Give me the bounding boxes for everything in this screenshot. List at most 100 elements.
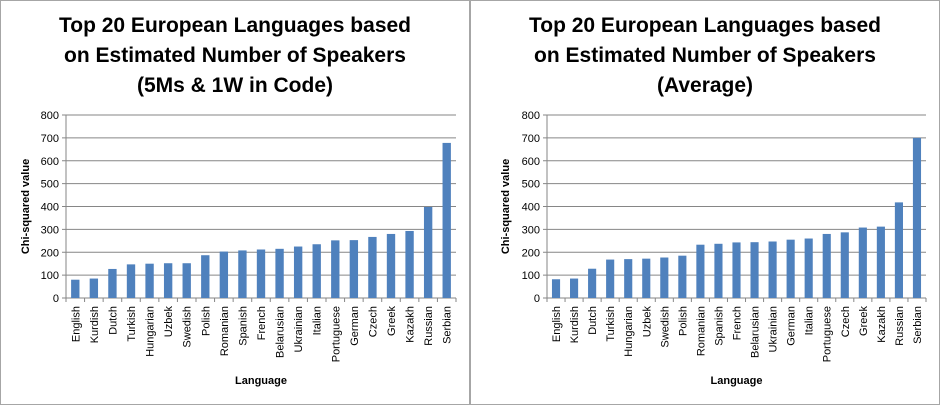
bar — [182, 263, 191, 298]
chart-title: Top 20 European Languages based on Estim… — [471, 11, 939, 101]
bar — [256, 249, 266, 298]
x-tick-label: English — [551, 306, 563, 342]
bar — [331, 240, 340, 298]
x-tick-label: Kazakh — [876, 306, 888, 343]
x-tick-label: Romanian — [219, 306, 231, 356]
bar — [678, 255, 687, 298]
x-tick-label: Czech — [840, 306, 852, 337]
y-tick-label: 700 — [41, 133, 59, 145]
x-axis-title: Language — [235, 375, 287, 387]
x-tick-label: Romanian — [695, 306, 707, 356]
bar — [442, 142, 451, 298]
x-tick-label: Dutch — [107, 306, 119, 335]
x-tick-label: French — [732, 306, 744, 340]
bar — [293, 246, 303, 298]
bar — [588, 268, 597, 298]
bar-chart-right: 0 100 200 300 400 500 600 700 800 English Kurdish D… — [500, 110, 927, 387]
bar — [714, 243, 723, 298]
chart-title-line-1: Top 20 European Languages based — [58, 14, 412, 37]
y-tick-label: 400 — [522, 202, 540, 214]
y-tick-label: 700 — [522, 133, 540, 145]
bar — [696, 244, 705, 298]
y-tick-label: 0 — [534, 293, 540, 305]
bar — [858, 227, 867, 298]
bar — [275, 248, 284, 298]
x-tick-label: Swedish — [182, 306, 194, 348]
chart-title-line-3: (5Ms & 1W in Code) — [136, 74, 333, 97]
y-tick-label: 100 — [41, 270, 59, 282]
bar — [624, 259, 633, 298]
bar — [108, 268, 117, 298]
x-tick-label: Polish — [677, 306, 689, 336]
y-tick-label: 600 — [41, 156, 59, 168]
bar-chart-left: 0 100 200 300 400 500 600 700 800 English Kurdish D… — [20, 110, 457, 387]
bar — [238, 250, 247, 298]
y-axis-title: Chi-squared value — [20, 159, 32, 254]
y-axis-title: Chi-squared value — [500, 159, 512, 254]
y-tick-label: 800 — [41, 110, 59, 122]
x-axis-title: Language — [711, 375, 763, 387]
bar — [822, 233, 831, 298]
bar — [642, 258, 651, 298]
y-tick-label: 200 — [41, 247, 59, 259]
bar — [312, 244, 321, 298]
x-tick-label: Russian — [423, 306, 435, 346]
chart-title-line-2: on Estimated Number of Speakers — [64, 44, 406, 67]
x-tick-label: Serbian — [912, 306, 924, 344]
chart-title: Top 20 European Languages based on Estim… — [1, 11, 469, 101]
x-tick-label: Kazakh — [405, 306, 417, 343]
x-tick-label: Belarusian — [275, 306, 287, 358]
chart-title-line-1: Top 20 European Languages based — [528, 14, 882, 37]
chart-title-line-2: on Estimated Number of Speakers — [534, 44, 876, 67]
bar — [423, 206, 433, 298]
bar — [876, 226, 885, 298]
bar — [606, 259, 615, 298]
y-tick-label: 600 — [522, 156, 540, 168]
bar — [551, 279, 561, 298]
x-tick-label: Kurdish — [89, 306, 101, 343]
bar — [768, 241, 777, 298]
bar — [89, 278, 99, 298]
x-tick-label: Russian — [894, 306, 906, 346]
x-tick-label: Hungarian — [145, 306, 157, 357]
x-tick-label: Spanish — [237, 306, 249, 346]
bar — [786, 239, 795, 298]
bar — [840, 232, 849, 298]
x-tick-label: Belarusian — [750, 306, 762, 358]
x-tick-label: German — [786, 306, 798, 346]
x-tick-label: Hungarian — [623, 306, 635, 357]
bar — [201, 255, 210, 298]
x-tick-label: Swedish — [659, 306, 671, 348]
bar — [570, 278, 579, 298]
x-tick-label: French — [256, 306, 268, 340]
bar — [660, 257, 669, 298]
y-tick-label: 400 — [41, 202, 59, 214]
x-tick-label: Ukrainian — [293, 306, 305, 352]
bar — [163, 263, 173, 298]
bar — [912, 137, 922, 298]
x-tick-label: Czech — [367, 306, 379, 337]
bar — [145, 263, 154, 298]
x-tick-label: Dutch — [587, 306, 599, 335]
x-tick-label: Italian — [312, 306, 324, 335]
bar — [368, 236, 377, 298]
y-tick-label: 200 — [522, 247, 540, 259]
chart-panel-left: Top 20 European Languages based on Estim… — [0, 0, 470, 405]
y-tick-label: 300 — [522, 224, 540, 236]
x-tick-label: English — [70, 306, 82, 342]
y-tick-label: 800 — [522, 110, 540, 122]
bar — [386, 233, 396, 298]
x-tick-label: Kurdish — [569, 306, 581, 343]
bar — [349, 240, 359, 298]
bar — [71, 279, 80, 298]
x-tick-label: Greek — [858, 306, 870, 336]
y-tick-label: 500 — [522, 179, 540, 191]
x-tick-label: Turkish — [605, 306, 617, 342]
y-tick-label: 100 — [522, 270, 540, 282]
bar — [732, 242, 741, 298]
bar — [219, 251, 229, 298]
chart-panel-right: Top 20 European Languages based on Estim… — [470, 0, 940, 405]
x-tick-label: Ukrainian — [768, 306, 780, 352]
y-tick-label: 300 — [41, 224, 59, 236]
x-tick-label: Italian — [804, 306, 816, 335]
